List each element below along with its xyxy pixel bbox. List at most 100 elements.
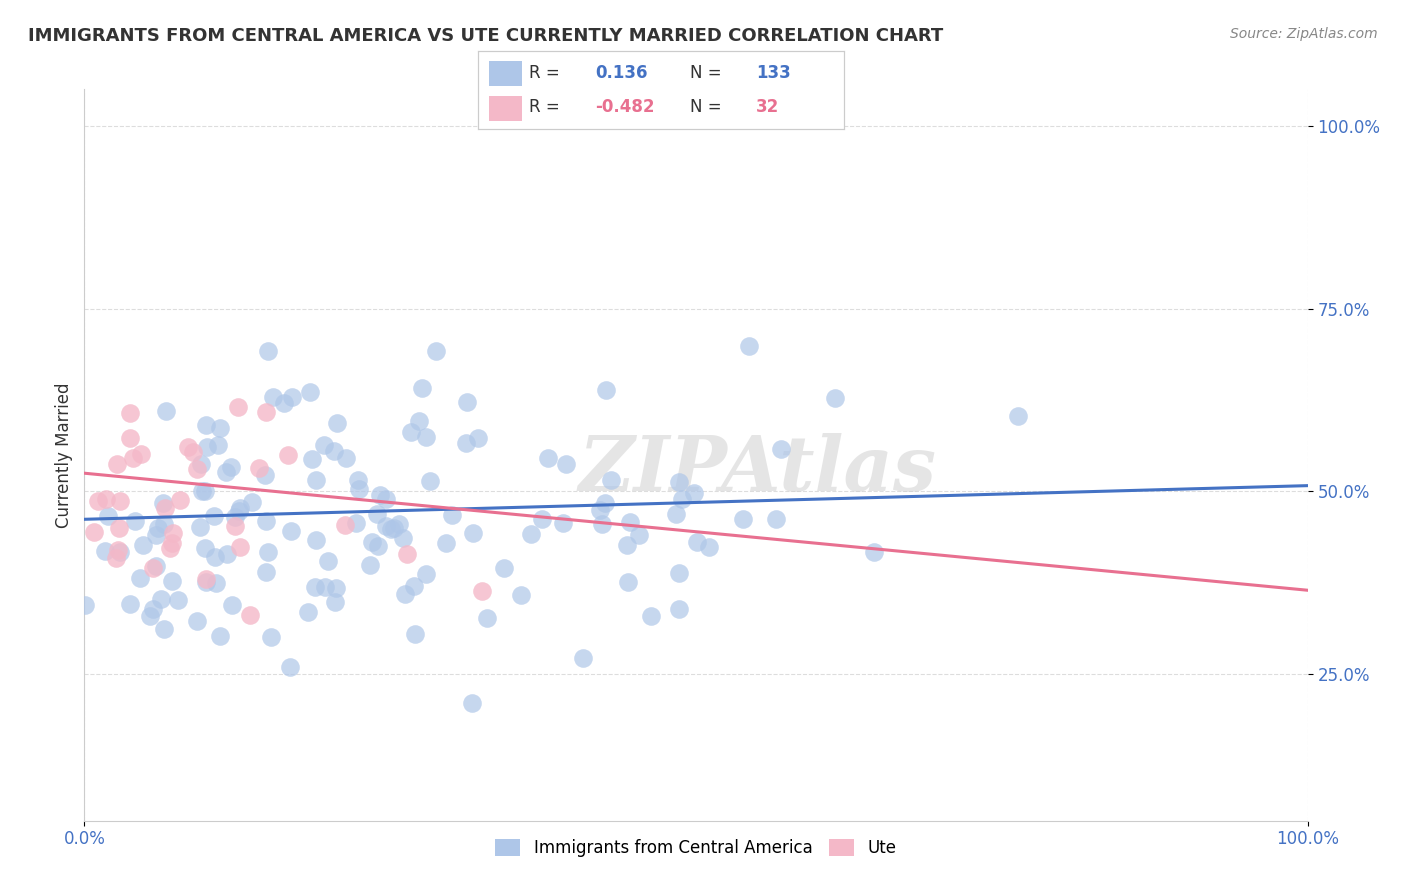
Point (475, 611, 498, 625)
Point (765, 512, 787, 526)
Point (120, 407, 142, 421)
Point (627, 528, 650, 542)
Point (162, 526, 184, 541)
Point (105, 457, 128, 471)
Text: Source: ZipAtlas.com: Source: ZipAtlas.com (1230, 27, 1378, 41)
Text: N =: N = (690, 64, 721, 82)
Point (461, 525, 484, 540)
Point (94, 492, 117, 507)
Point (325, 581, 347, 595)
Point (619, 515, 641, 529)
Point (440, 508, 463, 522)
Point (256, 545, 278, 559)
Point (87, 493, 110, 508)
Point (110, 494, 132, 508)
Point (392, 531, 415, 545)
Point (668, 566, 690, 581)
Point (186, 614, 208, 628)
Point (247, 461, 270, 475)
Point (107, 521, 129, 535)
Point (589, 503, 612, 517)
Point (150, 592, 173, 607)
Point (404, 627, 426, 641)
Point (145, 528, 167, 542)
Point (195, 417, 218, 432)
Point (219, 459, 242, 474)
Point (333, 518, 356, 533)
Point (186, 462, 208, 476)
Point (124, 514, 146, 528)
Point (167, 593, 190, 607)
Text: 32: 32 (756, 98, 779, 116)
Point (262, 390, 284, 404)
Point (375, 518, 398, 533)
Point (209, 421, 232, 435)
Point (153, 622, 176, 636)
Point (159, 541, 181, 556)
Point (304, 474, 326, 488)
Point (697, 540, 720, 554)
Point (335, 451, 357, 466)
Y-axis label: Currently Married: Currently Married (55, 382, 73, 528)
Point (316, 554, 339, 568)
Point (205, 576, 228, 591)
Point (359, 558, 381, 572)
Point (531, 512, 554, 526)
Point (153, 516, 176, 531)
Point (408, 414, 430, 428)
Point (208, 629, 231, 643)
Point (671, 491, 693, 506)
Point (108, 545, 131, 559)
Point (401, 425, 423, 440)
Point (555, 457, 578, 471)
Point (366, 507, 388, 521)
Point (145, 558, 167, 573)
Point (415, 566, 437, 581)
Point (682, 486, 704, 500)
Point (467, 431, 489, 445)
Point (419, 474, 441, 488)
Point (824, 392, 846, 406)
Point (190, 484, 212, 499)
Point (454, 435, 477, 450)
Point (152, 496, 174, 510)
Point (195, 440, 218, 454)
Point (668, 475, 690, 489)
Point (301, 452, 323, 467)
Point (155, 404, 177, 418)
Point (322, 444, 344, 458)
Point (738, 339, 761, 353)
Point (194, 483, 217, 498)
Point (537, 450, 560, 465)
Point (155, 500, 177, 515)
Point (120, 431, 142, 445)
Point (239, 608, 262, 623)
Text: R =: R = (529, 98, 560, 116)
Point (456, 394, 478, 409)
Point (595, 496, 617, 510)
Point (863, 545, 886, 559)
Text: ZIPAtlas: ZIPAtlas (578, 433, 936, 507)
Point (254, 565, 277, 579)
Point (221, 598, 243, 612)
Point (360, 534, 382, 549)
Point (162, 574, 184, 588)
Point (668, 601, 690, 615)
Point (591, 517, 613, 532)
Point (129, 447, 152, 461)
Point (471, 583, 494, 598)
Point (105, 550, 128, 565)
Text: -0.482: -0.482 (595, 98, 655, 116)
Point (97, 509, 120, 524)
Text: N =: N = (690, 98, 721, 116)
Point (215, 547, 238, 561)
Point (281, 390, 304, 404)
Point (228, 504, 250, 518)
Point (224, 510, 246, 524)
Point (83, 525, 105, 540)
Point (382, 521, 405, 535)
Point (260, 630, 283, 644)
Point (616, 538, 638, 552)
Point (1007, 409, 1029, 423)
Point (214, 465, 236, 479)
